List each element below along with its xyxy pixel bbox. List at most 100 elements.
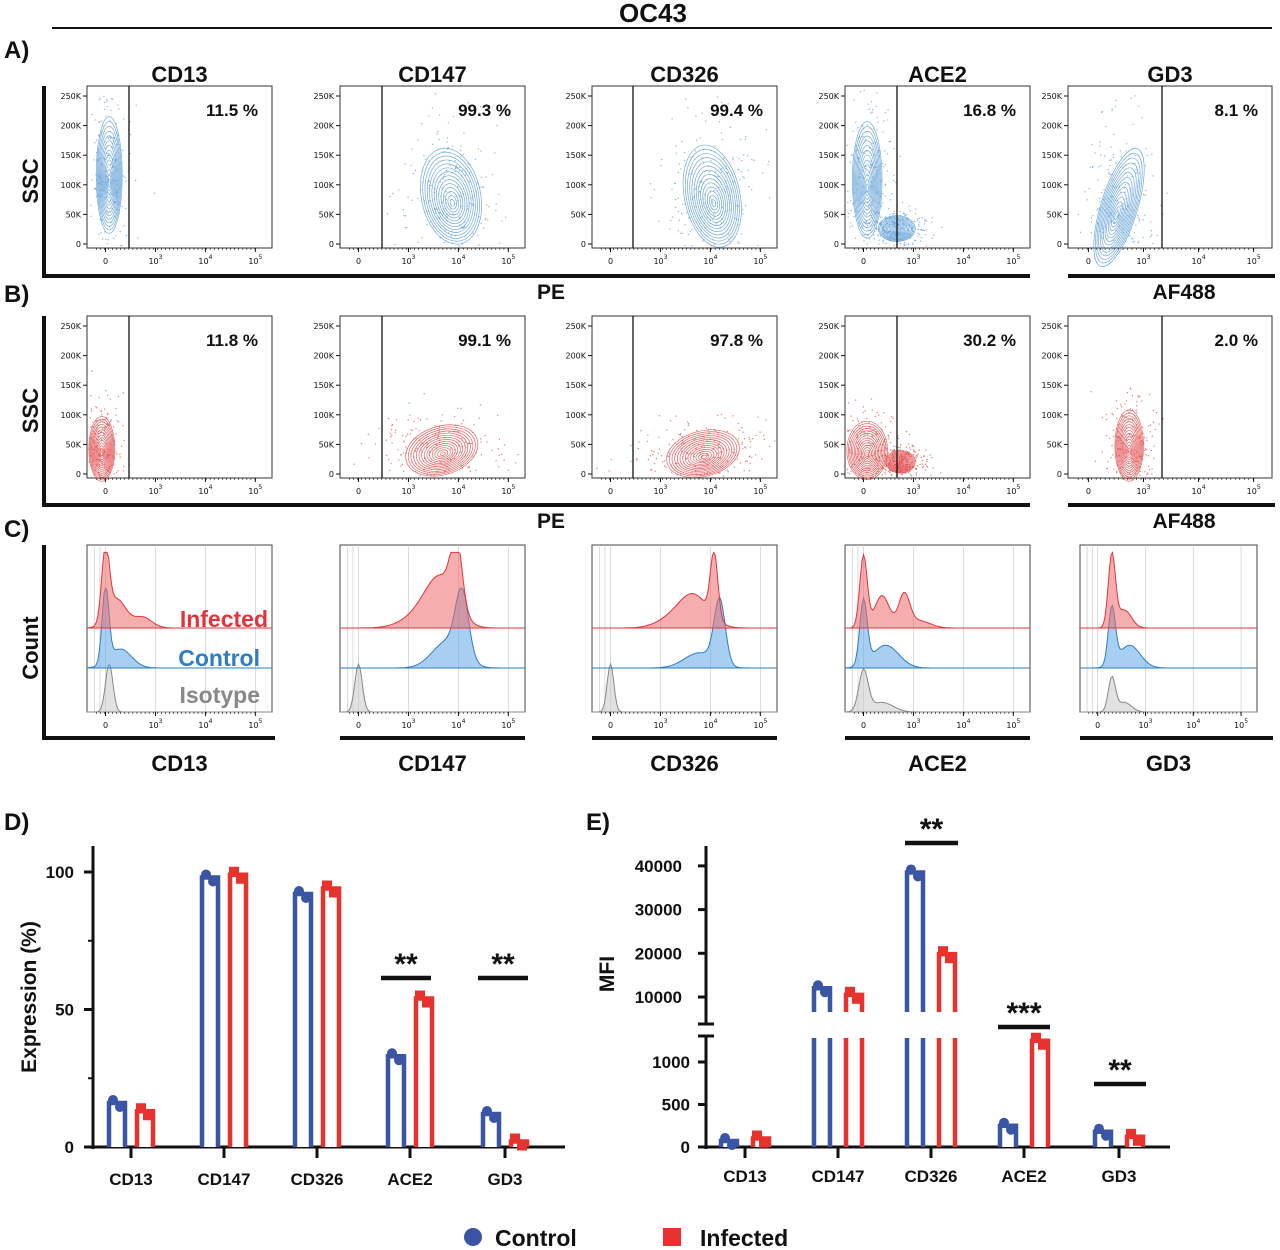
x-tick-exponent: 3 — [1147, 484, 1151, 491]
event-dot — [1116, 209, 1119, 211]
x-tick-label: 104 — [956, 718, 970, 730]
replicate-square — [422, 997, 432, 1008]
event-dot — [884, 184, 887, 187]
event-dot — [866, 243, 868, 245]
event-dot — [752, 437, 754, 440]
event-dot — [108, 157, 111, 159]
event-dot — [1112, 429, 1114, 432]
event-dot — [884, 111, 887, 114]
event-dot — [763, 434, 765, 437]
event-dot — [423, 154, 425, 157]
density-contour — [88, 416, 116, 482]
marker-title-cd326: CD326 — [650, 62, 718, 87]
replicate-dot — [115, 1102, 125, 1112]
event-dot — [1106, 467, 1108, 470]
event-dot — [915, 208, 917, 210]
event-dot — [1109, 173, 1112, 176]
y-tick-label: 50K — [571, 440, 587, 449]
event-dot — [1098, 145, 1101, 147]
density-contour — [96, 440, 107, 464]
event-dot — [876, 221, 878, 223]
event-dot — [886, 170, 889, 172]
event-dot — [1152, 175, 1154, 177]
event-dot — [925, 233, 927, 236]
event-dot — [115, 407, 117, 410]
event-dot — [863, 221, 866, 223]
event-dot — [1101, 191, 1103, 194]
y-tick-label: 0 — [834, 240, 839, 249]
event-dot — [457, 185, 459, 188]
density-contour — [93, 429, 111, 472]
event-dot — [422, 443, 424, 445]
x-tick-base: 0 — [1095, 721, 1100, 730]
x-tick-label: 103 — [1138, 718, 1152, 730]
event-dot — [1137, 105, 1140, 107]
density-contour — [700, 178, 726, 223]
event-dot — [1090, 231, 1092, 234]
event-dot — [884, 468, 886, 470]
event-dot — [672, 438, 674, 441]
density-contour — [860, 159, 874, 211]
event-dot — [876, 411, 878, 414]
event-dot — [1110, 146, 1112, 148]
x-label-cd13: CD13 — [151, 751, 207, 776]
replicate-dot — [820, 987, 830, 998]
event-dot — [890, 442, 892, 444]
y-tick-label: 150K — [60, 381, 81, 390]
density-contour — [418, 434, 466, 469]
event-dot — [716, 175, 718, 178]
event-dot — [863, 431, 865, 434]
event-dot — [1127, 410, 1129, 412]
x-tick-base: 0 — [1086, 487, 1091, 496]
event-dot — [739, 178, 741, 181]
event-dot — [863, 240, 865, 242]
event-dot — [1146, 473, 1148, 476]
event-dot — [428, 115, 430, 117]
event-dot — [916, 219, 919, 222]
event-dot — [96, 139, 98, 141]
event-dot — [870, 101, 872, 103]
x-tick-exponent: 5 — [764, 484, 768, 491]
event-dot — [407, 196, 409, 198]
x-tick-label: CD147 — [198, 1170, 251, 1189]
event-dot — [882, 192, 884, 195]
event-dot — [855, 121, 857, 124]
event-dot — [1136, 405, 1138, 407]
event-dot — [863, 89, 865, 92]
x-tick-base: 10 — [956, 487, 966, 496]
density-contour — [100, 450, 104, 457]
density-contour — [1114, 211, 1119, 221]
event-dot — [1114, 105, 1117, 108]
event-dot — [748, 438, 751, 441]
event-dot — [649, 183, 652, 185]
event-dot — [653, 462, 656, 465]
event-dot — [899, 242, 902, 245]
density-contour — [855, 135, 880, 229]
event-dot — [100, 409, 103, 411]
event-dot — [881, 202, 884, 204]
event-dot — [101, 427, 104, 429]
replicate-dot — [906, 864, 916, 875]
event-dot — [1137, 214, 1139, 217]
x-tick-exponent: 3 — [917, 718, 921, 725]
event-dot — [497, 448, 500, 450]
density-contour — [98, 445, 105, 460]
density-contour — [104, 159, 115, 202]
event-dot — [1116, 471, 1118, 474]
event-dot — [1112, 454, 1114, 456]
event-dot — [728, 194, 730, 196]
event-dot — [883, 457, 886, 459]
event-dot — [914, 456, 917, 458]
density-contour — [849, 425, 885, 477]
event-dot — [887, 119, 889, 121]
event-dot — [744, 136, 747, 138]
density-contour — [1125, 441, 1133, 458]
event-dot — [714, 145, 716, 147]
event-dot — [916, 218, 919, 220]
event-dot — [1146, 439, 1148, 442]
gate-percentage: 11.5 % — [206, 101, 258, 120]
event-dot — [685, 98, 687, 100]
infected-histogram — [86, 551, 272, 629]
event-dot — [914, 467, 916, 469]
event-dot — [415, 427, 417, 430]
